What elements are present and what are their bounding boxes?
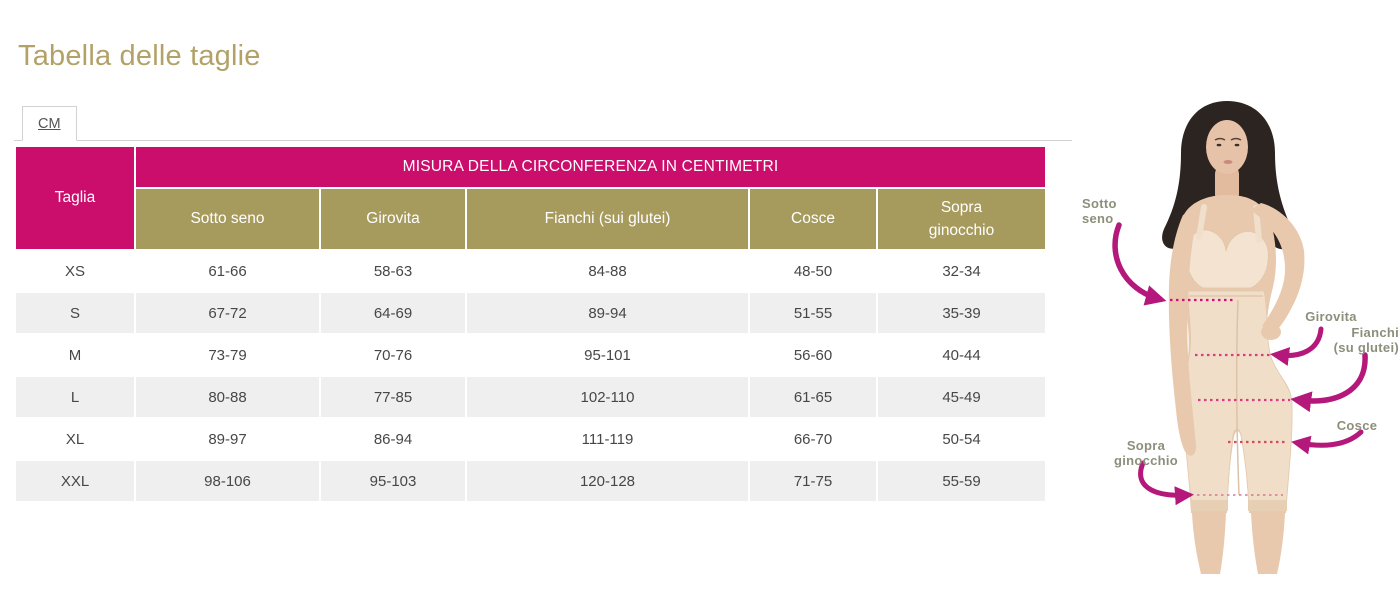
left-leg-shape	[1192, 513, 1226, 574]
table-row: XL 89-97 86-94 111-119 66-70 50-54	[16, 419, 1046, 459]
value-cell: 66-70	[750, 419, 876, 459]
column-header-cosce: Cosce	[750, 189, 876, 249]
value-cell: 86-94	[321, 419, 465, 459]
measure-label-sopra-ginocchio-line2: ginocchio	[1114, 453, 1178, 468]
measure-label-cosce: Cosce	[1337, 418, 1378, 433]
size-cell: L	[16, 377, 134, 417]
value-cell: 50-54	[878, 419, 1046, 459]
measure-label-sopra-ginocchio-line1: Sopra	[1127, 438, 1166, 453]
eyebrow-left	[1214, 137, 1226, 141]
right-arm-shape	[1250, 203, 1305, 334]
value-cell: 70-76	[321, 335, 465, 375]
table-row: M 73-79 70-76 95-101 56-60 40-44	[16, 335, 1046, 375]
size-cell: XS	[16, 251, 134, 291]
arrow-icon-girovita	[1270, 326, 1324, 366]
value-cell: 84-88	[467, 251, 748, 291]
column-header-fianchi: Fianchi (sui glutei)	[467, 189, 748, 249]
page-title: Tabella delle taglie	[18, 40, 261, 72]
column-header-sotto-seno: Sotto seno	[136, 189, 319, 249]
size-cell: M	[16, 335, 134, 375]
group-header-row: Taglia MISURA DELLA CIRCONFERENZA IN CEN…	[16, 147, 1046, 249]
value-cell: 98-106	[136, 461, 319, 501]
value-cell: 40-44	[878, 335, 1046, 375]
eyebrow-right	[1230, 137, 1242, 141]
arrow-icon-sopra-ginocchio	[1138, 460, 1194, 506]
value-cell: 51-55	[750, 293, 876, 333]
group-header: MISURA DELLA CIRCONFERENZA IN CENTIMETRI	[136, 147, 1046, 187]
lace-trim-left	[1191, 500, 1228, 511]
taglia-header: Taglia	[16, 147, 134, 249]
lace-trim-right	[1248, 500, 1287, 511]
size-cell: S	[16, 293, 134, 333]
woman-figure-illustration: Sotto seno Girovita Fianchi (su glutei) …	[1082, 101, 1399, 574]
tab-cm[interactable]: CM	[22, 106, 77, 141]
value-cell: 56-60	[750, 335, 876, 375]
measure-label-girovita: Girovita	[1305, 309, 1357, 324]
arrow-icon-cosce	[1291, 429, 1364, 455]
column-header-girovita: Girovita	[321, 189, 465, 249]
column-header-sopra-ginocchio: Sopra ginocchio	[878, 189, 1046, 249]
value-cell: 80-88	[136, 377, 319, 417]
table-row: S 67-72 64-69 89-94 51-55 35-39	[16, 293, 1046, 333]
lips-shape	[1223, 160, 1233, 164]
value-cell: 35-39	[878, 293, 1046, 333]
value-cell: 120-128	[467, 461, 748, 501]
value-cell: 32-34	[878, 251, 1046, 291]
value-cell: 102-110	[467, 377, 748, 417]
measure-label-fianchi-line1: Fianchi	[1351, 325, 1399, 340]
bra-shape	[1185, 229, 1269, 289]
measure-label-fianchi-line2: (su glutei)	[1334, 340, 1399, 355]
face-shape	[1206, 120, 1248, 174]
value-cell: 64-69	[321, 293, 465, 333]
table-row: XS 61-66 58-63 84-88 48-50 32-34	[16, 251, 1046, 291]
value-cell: 77-85	[321, 377, 465, 417]
garment-seam	[1235, 299, 1240, 496]
neck-shape	[1215, 165, 1239, 203]
value-cell: 61-65	[750, 377, 876, 417]
value-cell: 95-103	[321, 461, 465, 501]
value-cell: 95-101	[467, 335, 748, 375]
left-arm-shape	[1168, 213, 1197, 456]
value-cell: 71-75	[750, 461, 876, 501]
eye-right	[1234, 143, 1240, 147]
value-cell: 89-94	[467, 293, 748, 333]
column-header-row: Sotto seno Girovita Fianchi (sui glutei)…	[16, 189, 1046, 249]
right-leg-shape	[1251, 513, 1285, 574]
bra-strap-left	[1196, 204, 1207, 240]
tab-cm-label: CM	[38, 115, 61, 132]
measure-label-sotto-seno-line1: Sotto	[1082, 196, 1117, 211]
value-cell: 111-119	[467, 419, 748, 459]
arrow-icon-fianchi	[1290, 352, 1368, 413]
value-cell: 58-63	[321, 251, 465, 291]
table-row: L 80-88 77-85 102-110 61-65 45-49	[16, 377, 1046, 417]
right-hand-shape	[1261, 324, 1281, 340]
size-cell: XXL	[16, 461, 134, 501]
value-cell: 73-79	[136, 335, 319, 375]
size-cell: XL	[16, 419, 134, 459]
value-cell: 67-72	[136, 293, 319, 333]
value-cell: 89-97	[136, 419, 319, 459]
eye-left	[1216, 143, 1222, 147]
tab-bar: CM	[14, 106, 1072, 141]
measure-label-sotto-seno-line2: seno	[1082, 211, 1114, 226]
table-row: XXL 98-106 95-103 120-128 71-75 55-59	[16, 461, 1046, 501]
value-cell: 55-59	[878, 461, 1046, 501]
arrow-icon-sotto-seno	[1112, 222, 1167, 306]
value-cell: 45-49	[878, 377, 1046, 417]
size-diagram: Sotto seno Girovita Fianchi (su glutei) …	[1055, 95, 1400, 587]
value-cell: 48-50	[750, 251, 876, 291]
size-table: Taglia MISURA DELLA CIRCONFERENZA IN CEN…	[14, 145, 1047, 503]
value-cell: 61-66	[136, 251, 319, 291]
